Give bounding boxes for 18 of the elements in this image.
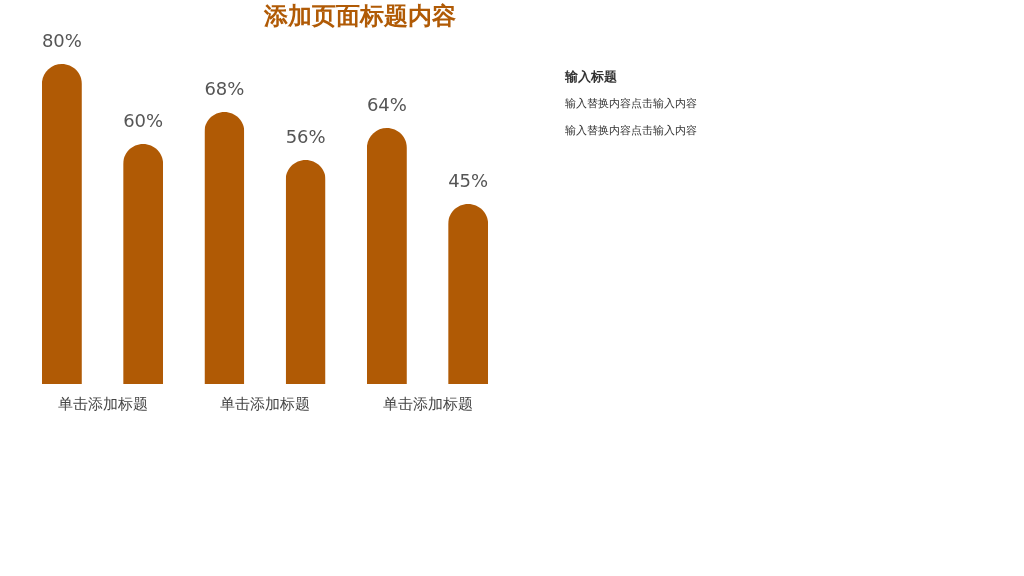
data-label: 56% (285, 126, 326, 147)
data-label: 80% (41, 30, 82, 51)
data-label: 64% (366, 94, 407, 115)
bar (448, 204, 489, 384)
bar (285, 160, 326, 384)
bar (204, 112, 245, 384)
bar (366, 128, 407, 384)
x-tick-label: 单击添加标题 (220, 394, 310, 413)
bar (41, 64, 82, 384)
bar (123, 144, 164, 384)
data-label: 60% (123, 110, 164, 131)
x-tick-label: 单击添加标题 (382, 394, 473, 413)
data-label: 45% (448, 170, 489, 191)
chart-title: 添加页面标题内容 (263, 2, 456, 30)
x-tick-label: 单击添加标题 (57, 394, 148, 413)
text: 输入替换内容点击输入内容输入替换内容点击输入内容 (565, 97, 697, 137)
data-label: 68% (204, 78, 245, 99)
text: 输入标题 (564, 69, 617, 85)
